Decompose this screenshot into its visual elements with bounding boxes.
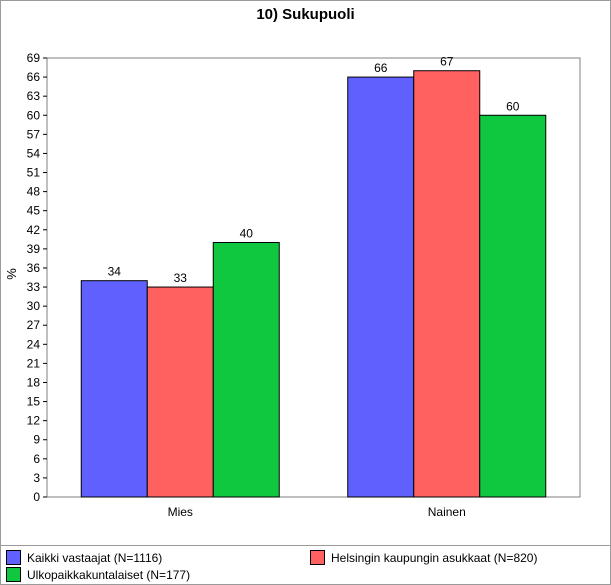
y-tick-label-54: 54 — [27, 146, 41, 160]
y-tick-label-48: 48 — [27, 185, 41, 199]
y-tick-label-60: 60 — [27, 108, 41, 122]
legend-swatch-2 — [6, 567, 21, 582]
y-tick-label-21: 21 — [27, 356, 41, 370]
legend-separator — [1, 545, 610, 546]
bar-nainen-series-0 — [347, 76, 415, 498]
y-tick-label-15: 15 — [27, 395, 41, 409]
legend-item-1: Helsingin kaupungin asukkaat (N=820) — [310, 550, 537, 565]
data-label-mies-series-0: 34 — [108, 265, 122, 279]
bar-mies-series-0 — [80, 280, 148, 498]
legend-item-0: Kaikki vastaajat (N=1116) — [6, 550, 162, 565]
data-label-nainen-series-1: 67 — [440, 55, 454, 69]
y-tick-label-45: 45 — [27, 204, 41, 218]
bar-mies-series-1 — [146, 286, 214, 498]
y-tick-label-69: 69 — [27, 51, 41, 65]
y-tick-label-9: 9 — [33, 433, 40, 447]
y-tick-label-0: 0 — [33, 490, 40, 504]
y-tick-label-57: 57 — [27, 127, 41, 141]
y-tick-label-6: 6 — [33, 452, 40, 466]
data-label-mies-series-2: 40 — [240, 227, 254, 241]
data-label-nainen-series-2: 60 — [506, 99, 520, 113]
y-tick-label-42: 42 — [27, 223, 41, 237]
bar-chart: % 03691215182124273033363942454851545760… — [4, 51, 581, 519]
data-label-mies-series-1: 33 — [174, 271, 188, 285]
y-tick-label-36: 36 — [27, 261, 41, 275]
y-tick-label-27: 27 — [27, 318, 41, 332]
bar-nainen-series-2 — [479, 114, 547, 498]
y-tick-label-66: 66 — [27, 70, 41, 84]
x-tick-label-mies: Mies — [168, 505, 193, 519]
legend-item-2: Ulkopaikkakuntalaiset (N=177) — [6, 567, 190, 582]
data-label-nainen-series-0: 66 — [374, 61, 388, 75]
y-tick-label-63: 63 — [27, 89, 41, 103]
bar-mies-series-2 — [212, 242, 280, 498]
legend-swatch-1 — [310, 550, 325, 565]
chart-title: 10) Sukupuoli — [256, 6, 355, 23]
y-tick-label-18: 18 — [27, 375, 41, 389]
legend-label-2: Ulkopaikkakuntalaiset (N=177) — [27, 567, 191, 582]
x-tick-label-nainen: Nainen — [428, 505, 466, 519]
y-tick-label-30: 30 — [27, 299, 41, 313]
y-tick-label-39: 39 — [27, 242, 41, 256]
y-tick-label-33: 33 — [27, 280, 41, 294]
y-tick-label-12: 12 — [27, 414, 41, 428]
y-tick-label-24: 24 — [27, 337, 41, 351]
legend-swatch-0 — [6, 550, 21, 565]
y-axis-label: % — [4, 268, 19, 280]
legend-label-1: Helsingin kaupungin asukkaat (N=820) — [331, 550, 538, 565]
legend-label-0: Kaikki vastaajat (N=1116) — [27, 550, 163, 565]
y-tick-label-3: 3 — [33, 471, 40, 485]
y-tick-label-51: 51 — [27, 166, 41, 180]
bar-nainen-series-1 — [413, 70, 481, 498]
